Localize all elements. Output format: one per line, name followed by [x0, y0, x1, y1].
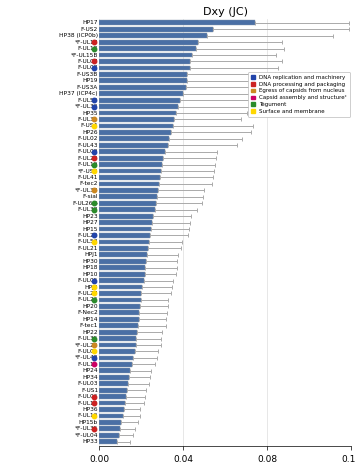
Bar [99, 265, 145, 270]
Bar [99, 381, 129, 386]
Bar [99, 98, 180, 102]
Bar [99, 368, 131, 373]
Bar [99, 169, 162, 173]
Bar [99, 291, 141, 296]
Bar [99, 143, 168, 148]
Bar [99, 91, 184, 96]
Bar [99, 388, 127, 392]
Bar [99, 220, 152, 225]
Bar [99, 207, 155, 212]
Bar [99, 427, 120, 431]
Bar [99, 246, 148, 251]
Bar [99, 343, 136, 347]
Bar [99, 162, 163, 167]
Bar [99, 298, 141, 302]
Bar [99, 149, 164, 154]
Bar [99, 284, 142, 290]
Bar [99, 394, 126, 399]
Bar [99, 310, 139, 315]
Bar [99, 59, 190, 64]
Bar [99, 356, 133, 360]
Bar [99, 27, 213, 32]
Bar [99, 375, 129, 380]
Bar [99, 194, 157, 199]
Bar [99, 336, 136, 341]
Bar [99, 46, 196, 51]
Bar [99, 272, 144, 276]
Bar [99, 85, 186, 90]
Legend: DNA replication and machinery, DNA processing and packaging, Egress of capsids f: DNA replication and machinery, DNA proce… [248, 72, 350, 117]
Bar [99, 252, 147, 257]
Bar [99, 20, 255, 25]
Bar [99, 227, 152, 231]
Bar [99, 40, 198, 45]
Bar [99, 278, 143, 283]
Bar [99, 104, 178, 109]
Bar [99, 439, 117, 444]
Bar [99, 433, 119, 438]
Bar [99, 53, 192, 57]
Bar [99, 201, 156, 206]
Bar [99, 124, 173, 128]
Bar [99, 259, 146, 264]
Bar [99, 156, 163, 161]
Bar [99, 117, 174, 122]
Bar [99, 304, 140, 309]
Bar [99, 33, 207, 38]
Bar [99, 420, 121, 425]
Bar [99, 110, 176, 116]
Bar [99, 349, 135, 354]
Bar [99, 78, 187, 83]
Bar [99, 175, 160, 180]
Bar [99, 137, 169, 141]
Bar [99, 239, 149, 244]
Bar [99, 130, 171, 135]
Bar [99, 323, 138, 328]
Bar [99, 330, 137, 335]
Bar [99, 214, 153, 219]
Bar [99, 72, 187, 77]
Bar [99, 188, 158, 193]
Bar [99, 401, 125, 405]
Bar [99, 362, 132, 367]
Bar [99, 317, 139, 322]
Bar [99, 407, 124, 412]
Bar [99, 182, 159, 186]
Title: Dxy (JC): Dxy (JC) [203, 7, 248, 17]
Bar [99, 65, 190, 70]
Bar [99, 233, 150, 238]
Bar [99, 413, 123, 419]
